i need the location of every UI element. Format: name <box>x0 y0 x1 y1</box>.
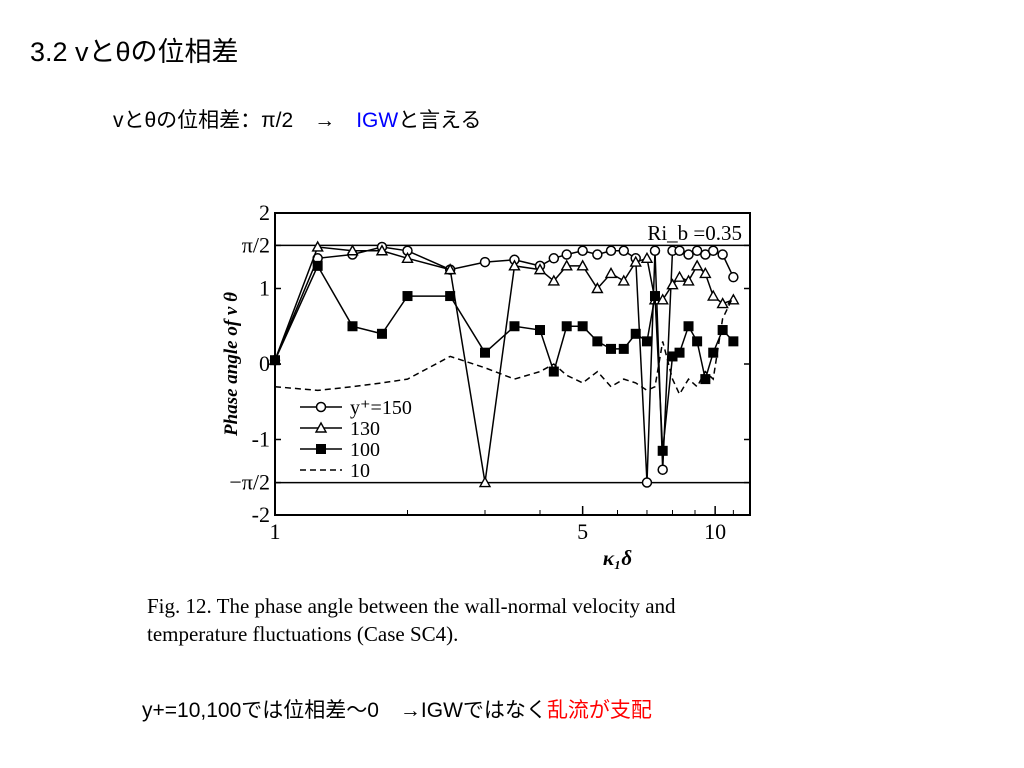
x-tick-label-0: 1 <box>270 519 281 544</box>
series-2-point-0 <box>270 355 280 366</box>
y-tick-label-4: -1 <box>252 427 270 452</box>
series-2-point-24 <box>708 347 719 358</box>
ri-annotation: Ri_b =0.35 <box>647 221 742 245</box>
y-axis-label: Phase angle of v θ <box>221 292 242 437</box>
series-0-point-20 <box>674 245 685 256</box>
series-0-point-13 <box>605 245 617 256</box>
figure-caption: Fig. 12. The phase angle between the wal… <box>147 592 837 648</box>
series-1-point-12 <box>591 282 604 294</box>
series-0-point-9 <box>548 253 560 264</box>
series-2-point-22 <box>692 336 703 347</box>
series-1-point-15 <box>629 255 642 267</box>
slide-subtitle: vとθの位相差：π/2 → IGWと言える <box>113 104 482 134</box>
series-2-point-4 <box>402 291 413 302</box>
series-1-point-4 <box>401 251 414 264</box>
series-0-point-22 <box>691 245 703 256</box>
series-1-point-20 <box>673 270 686 282</box>
series-1-point-23 <box>699 266 712 279</box>
series-line-3 <box>274 295 735 396</box>
y-tick-label-6: -2 <box>252 502 270 527</box>
conclusion-highlight: 乱流が支配 <box>546 699 652 722</box>
legend-label-3: 10 <box>350 460 370 482</box>
x-tick-label-1: 5 <box>577 519 588 544</box>
subtitle-suffix: と言える <box>398 109 482 132</box>
series-1-point-22 <box>690 259 704 271</box>
legend-marker-0 <box>315 401 327 413</box>
conclusion-text: y+=10,100では位相差～0 →IGWではなく乱流が支配 <box>142 694 652 724</box>
series-1-point-6 <box>478 476 492 488</box>
series-2-point-8 <box>534 325 545 336</box>
series-1-point-11 <box>576 259 589 271</box>
series-1-point-10 <box>560 259 573 271</box>
series-2-point-25 <box>717 325 728 336</box>
series-2-point-23 <box>700 374 711 385</box>
series-2-point-11 <box>577 321 588 332</box>
conclusion-prefix: y+=10,100では位相差～0 →IGWではなく <box>142 699 547 722</box>
series-1-point-7 <box>508 259 521 271</box>
series-2-point-14 <box>618 343 629 354</box>
series-1-point-1 <box>311 240 324 252</box>
series-1-point-5 <box>443 263 457 275</box>
series-0-point-17 <box>649 245 661 256</box>
series-0-point-18 <box>657 464 668 475</box>
legend-marker-2 <box>316 444 326 454</box>
series-0-point-10 <box>561 249 572 260</box>
series-2-point-17 <box>649 291 660 302</box>
series-1-point-2 <box>346 244 359 256</box>
series-2-point-3 <box>376 328 387 339</box>
series-2-point-1 <box>312 260 323 271</box>
legend-label-2: 100 <box>350 439 380 461</box>
x-tick-label-2: 10 <box>704 519 726 544</box>
series-0-point-11 <box>577 245 588 256</box>
subtitle-highlight: IGW <box>356 109 399 132</box>
slide-title: 3.2 vとθの位相差 <box>30 37 239 67</box>
series-2-point-13 <box>606 343 617 354</box>
x-axis-label: κ₁δ <box>603 546 632 570</box>
series-2-point-18 <box>657 445 668 456</box>
series-0-point-25 <box>717 249 728 260</box>
series-2-point-2 <box>347 321 358 332</box>
legend-label-1: 130 <box>350 418 380 440</box>
series-0-point-12 <box>592 249 603 260</box>
series-2-point-5 <box>445 291 456 302</box>
series-1-point-18 <box>656 293 669 305</box>
series-1-point-24 <box>707 289 720 301</box>
series-0-point-16 <box>641 477 653 488</box>
caption-line-2: temperature fluctuations (Case SC4). <box>147 622 459 646</box>
y-tick-label-5: −π/2 <box>229 470 270 495</box>
series-0-point-21 <box>683 249 694 260</box>
y-tick-label-0: 2 <box>259 200 270 225</box>
series-1-point-16 <box>640 251 654 264</box>
y-tick-label-2: 1 <box>259 276 270 301</box>
series-2-point-16 <box>641 336 652 347</box>
legend-marker-1 <box>314 421 328 433</box>
series-2-point-12 <box>592 336 603 347</box>
series-1-point-21 <box>682 274 695 286</box>
series-1-point-14 <box>617 274 630 286</box>
caption-line-1: Fig. 12. The phase angle between the wal… <box>147 594 676 618</box>
series-1-point-9 <box>547 274 561 286</box>
series-1-point-25 <box>716 297 729 309</box>
subtitle-prefix: vとθの位相差：π/2 → <box>113 109 357 132</box>
series-2-point-9 <box>548 366 559 377</box>
series-0-point-26 <box>728 271 739 283</box>
series-2-point-20 <box>674 347 685 358</box>
series-2-point-26 <box>728 336 739 347</box>
series-2-point-21 <box>683 321 694 332</box>
series-2-point-15 <box>630 328 641 339</box>
series-2-point-7 <box>509 321 520 332</box>
y-tick-label-3: 0 <box>259 351 270 376</box>
series-1-point-8 <box>533 263 547 275</box>
series-0-point-24 <box>707 245 719 256</box>
y-tick-label-1: π/2 <box>242 232 270 257</box>
series-0-point-6 <box>479 256 491 268</box>
series-1-point-13 <box>604 266 618 279</box>
series-0-point-14 <box>618 245 630 256</box>
series-1-point-3 <box>375 244 389 256</box>
series-2-point-10 <box>561 321 572 332</box>
series-1-point-19 <box>666 278 679 290</box>
series-2-point-6 <box>480 347 491 358</box>
legend-label-0: y⁺=150 <box>350 397 412 419</box>
